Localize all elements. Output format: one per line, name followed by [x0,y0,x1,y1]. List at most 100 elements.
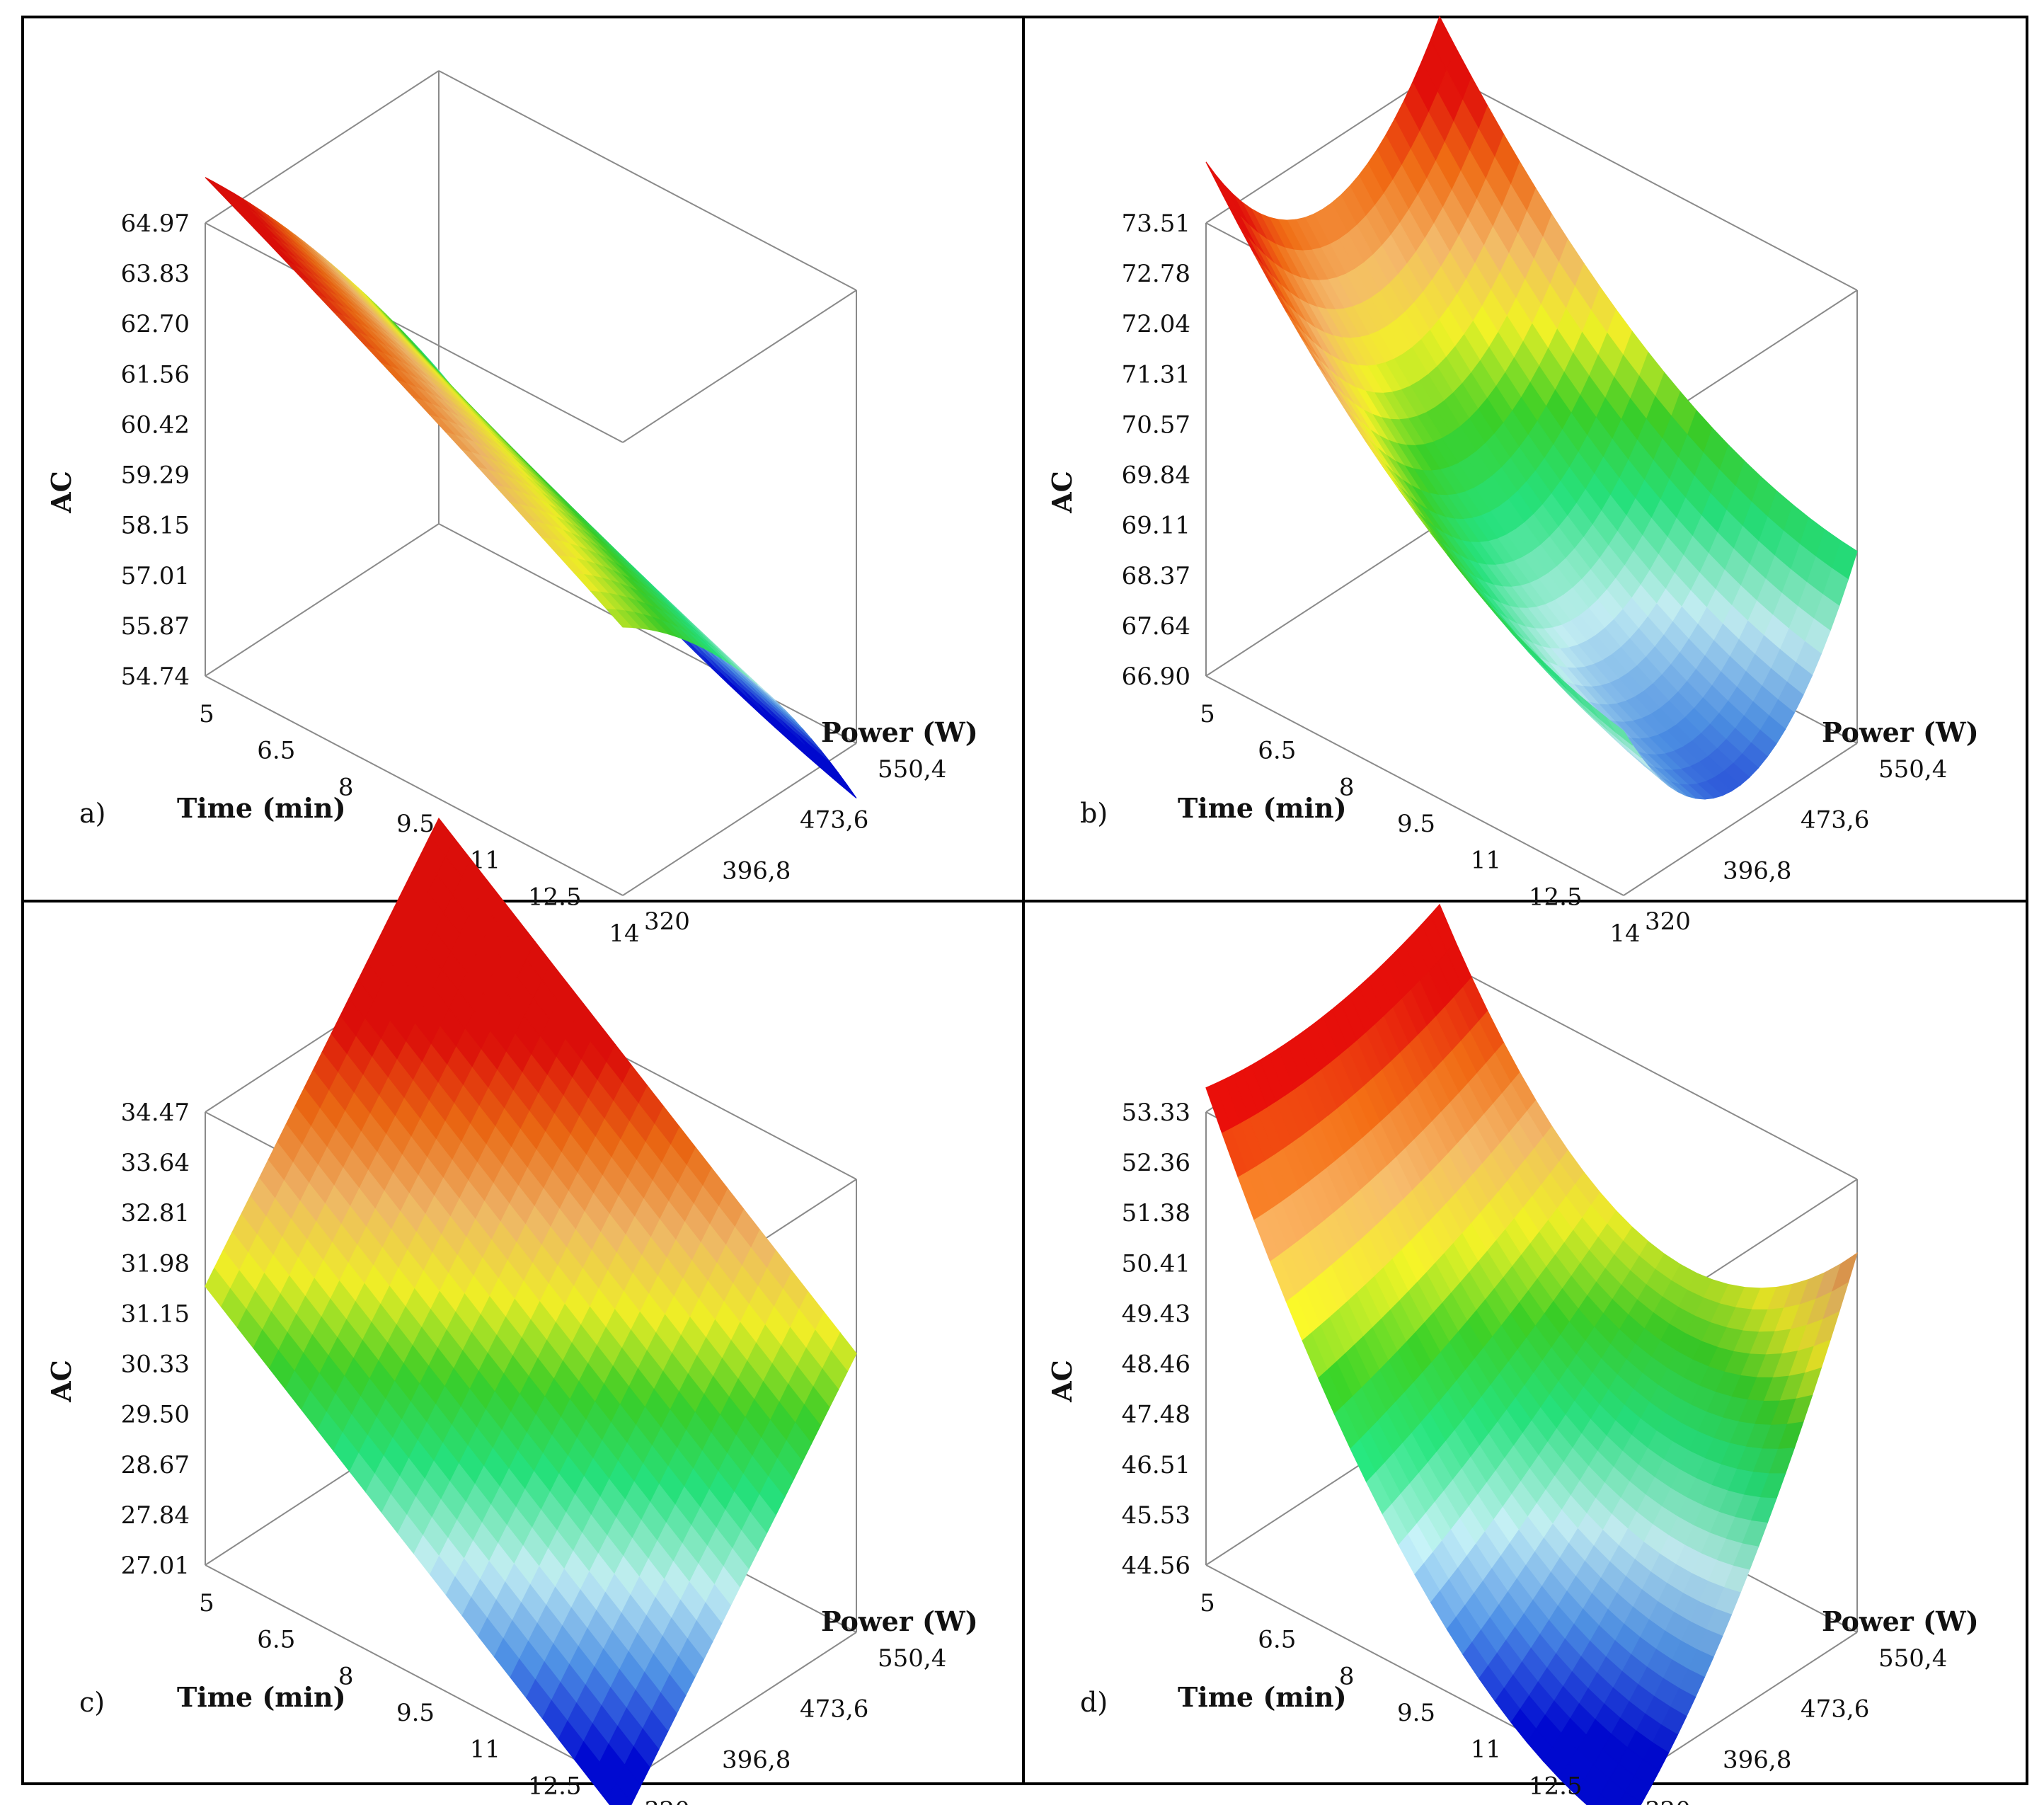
x-tick-label: 9.5 [396,810,435,838]
x-tick-label: 8 [338,773,354,801]
z-tick-labels: 54.74 55.87 57.01 58.15 59.29 60.42 61.56 62.70… [121,210,190,691]
y-tick-label: 473,6 [800,1695,868,1724]
y-tick-label: 396,8 [1723,1746,1791,1774]
z-tick-label: 57.01 [121,562,190,590]
z-tick-label: 73.51 [1122,210,1190,238]
x-tick-label: 12.5 [1529,883,1583,911]
x-tick-label: 6.5 [1258,737,1296,765]
box-edge [1205,523,1440,677]
z-tick-labels: 44.56 45.53 46.51 47.48 48.46 49.43 50.41 51.38… [1122,1099,1190,1580]
y-tick-label: 396,8 [1723,856,1791,885]
z-tick-label: 53.33 [1122,1099,1190,1127]
axis-box [205,70,857,896]
box-edge [438,70,857,291]
box-edge [622,1632,857,1785]
box-edge [1623,743,1858,896]
y-axis-label: Power (W) [821,1605,978,1637]
chart-panel-a: 54.74 55.87 57.01 58.15 59.29 60.42 61.56 62.70… [45,70,978,948]
z-tick-label: 30.33 [121,1351,190,1379]
y-tick-label: 550,4 [878,1644,946,1673]
z-tick-label: 34.47 [121,1099,190,1127]
z-tick-label: 49.43 [1122,1300,1190,1328]
box-edge [1439,70,1858,291]
x-tick-label: 9.5 [1397,810,1435,838]
response-surface [205,177,857,799]
z-tick-label: 54.74 [121,663,190,691]
box-edge [205,70,440,224]
z-tick-label: 72.78 [1122,260,1190,288]
y-axis-label: Power (W) [821,716,978,748]
z-tick-label: 33.64 [121,1149,190,1177]
z-tick-label: 64.97 [121,210,190,238]
surface-cell [1607,718,1634,746]
z-axis-label: AC [1046,1360,1078,1403]
box-edge [622,743,857,896]
surface-cell [214,181,240,205]
box-edge [1205,70,1440,224]
z-tick-label: 31.15 [121,1300,190,1328]
x-axis-label: Time (min) [177,792,346,824]
x-axis-label: Time (min) [1178,1681,1347,1713]
z-tick-label: 48.46 [1122,1351,1190,1379]
y-tick-labels: 320 396,8 473,6 550,4 [644,755,946,936]
z-tick-label: 67.64 [1122,612,1190,641]
y-tick-label: 473,6 [1801,806,1869,835]
y-tick-label: 320 [1645,1797,1691,1805]
z-tick-label: 69.11 [1122,512,1190,540]
z-tick-label: 28.67 [121,1451,190,1479]
z-tick-label: 58.15 [121,512,190,540]
y-tick-label: 396,8 [722,1746,791,1774]
panel-letter: a) [79,798,105,829]
z-tick-label: 46.51 [1122,1451,1190,1479]
z-tick-label: 61.56 [121,360,190,389]
y-axis-label: Power (W) [1822,716,1979,748]
chart-panel-d: 44.56 45.53 46.51 47.48 48.46 49.43 50.41 51.38… [1046,903,1979,1805]
z-axis-label: AC [1046,471,1078,514]
x-tick-label: 6.5 [257,737,295,765]
z-tick-label: 68.37 [1122,562,1190,590]
x-tick-label: 11 [470,1736,500,1764]
z-tick-label: 47.48 [1122,1401,1190,1429]
z-tick-label: 55.87 [121,612,190,641]
x-tick-label: 5 [199,700,214,728]
z-tick-label: 59.29 [121,462,190,490]
z-tick-label: 60.42 [121,411,190,439]
z-tick-label: 29.50 [121,1401,190,1429]
y-tick-labels: 320 396,8 473,6 550,4 [644,1644,946,1805]
surface-cell [606,1782,633,1805]
y-tick-labels: 320 396,8 473,6 550,4 [1645,755,1947,936]
z-tick-label: 63.83 [121,260,190,288]
z-tick-label: 27.01 [121,1552,190,1580]
chart-panel-b: 66.90 67.64 68.37 69.11 69.84 70.57 71.31 72.04… [1046,16,1979,948]
y-tick-label: 473,6 [1801,1695,1869,1724]
surface-cell [1215,173,1241,217]
y-tick-label: 320 [644,907,690,936]
surface-cell [1205,161,1231,206]
panel-letter: b) [1080,798,1108,829]
box-edge [622,290,857,443]
z-tick-label: 62.70 [121,310,190,338]
x-tick-label: 12.5 [1529,1772,1583,1800]
x-tick-label: 5 [199,1589,214,1617]
x-axis-label: Time (min) [177,1681,346,1713]
y-tick-label: 550,4 [1878,755,1947,784]
z-axis-label: AC [45,1360,77,1403]
z-tick-label: 72.04 [1122,310,1190,338]
x-tick-label: 9.5 [396,1699,435,1727]
x-tick-label: 8 [1339,1662,1355,1690]
z-tick-label: 44.56 [1122,1552,1190,1580]
surface-cell [205,177,231,200]
z-tick-label: 52.36 [1122,1149,1190,1177]
box-edge [205,675,624,896]
y-tick-label: 550,4 [1878,1644,1947,1673]
x-tick-label: 14 [1609,919,1640,948]
x-tick-label: 8 [1339,773,1355,801]
z-tick-labels: 66.90 67.64 68.37 69.11 69.84 70.57 71.31 72.04… [1122,210,1190,691]
box-edge [205,222,624,443]
x-tick-label: 12.5 [528,1772,582,1800]
y-tick-labels: 320 396,8 473,6 550,4 [1645,1644,1947,1805]
x-axis-label: Time (min) [1178,792,1347,824]
x-tick-label: 9.5 [1397,1699,1435,1727]
